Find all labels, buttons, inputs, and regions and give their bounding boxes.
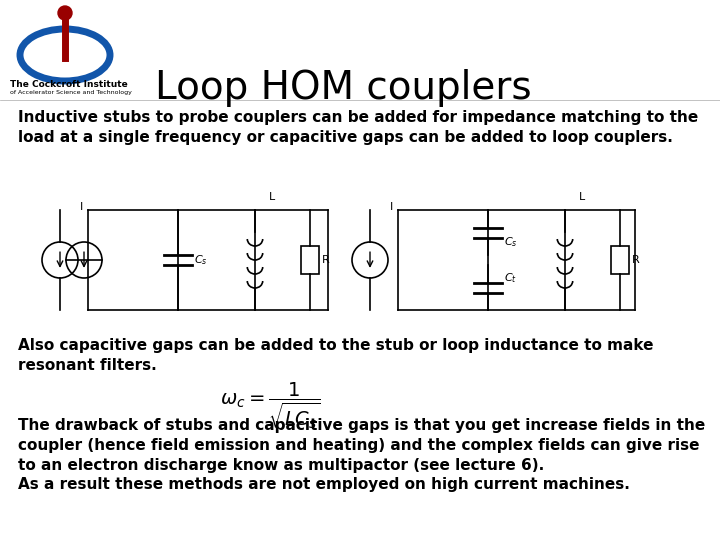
Text: The Cockcroft Institute: The Cockcroft Institute bbox=[10, 80, 127, 89]
Text: Loop HOM couplers: Loop HOM couplers bbox=[155, 69, 531, 107]
Text: L: L bbox=[269, 192, 275, 202]
Text: of Accelerator Science and Technology: of Accelerator Science and Technology bbox=[10, 90, 132, 95]
Text: R: R bbox=[632, 255, 640, 265]
Text: $\omega_c = \dfrac{1}{\sqrt{LC_s}}$: $\omega_c = \dfrac{1}{\sqrt{LC_s}}$ bbox=[220, 380, 320, 431]
Text: I: I bbox=[80, 202, 84, 212]
Text: Inductive stubs to probe couplers can be added for impedance matching to the
loa: Inductive stubs to probe couplers can be… bbox=[18, 110, 698, 145]
Text: $C_t$: $C_t$ bbox=[504, 271, 517, 285]
Text: R: R bbox=[322, 255, 330, 265]
Circle shape bbox=[58, 6, 72, 20]
Text: $C_s$: $C_s$ bbox=[194, 253, 207, 267]
Text: The drawback of stubs and capacitive gaps is that you get increase fields in the: The drawback of stubs and capacitive gap… bbox=[18, 418, 706, 492]
Text: L: L bbox=[579, 192, 585, 202]
Text: I: I bbox=[390, 202, 393, 212]
Text: Also capacitive gaps can be added to the stub or loop inductance to make
resonan: Also capacitive gaps can be added to the… bbox=[18, 338, 654, 373]
Text: $C_s$: $C_s$ bbox=[504, 235, 518, 249]
Bar bbox=[611, 246, 629, 274]
Bar bbox=[301, 246, 319, 274]
